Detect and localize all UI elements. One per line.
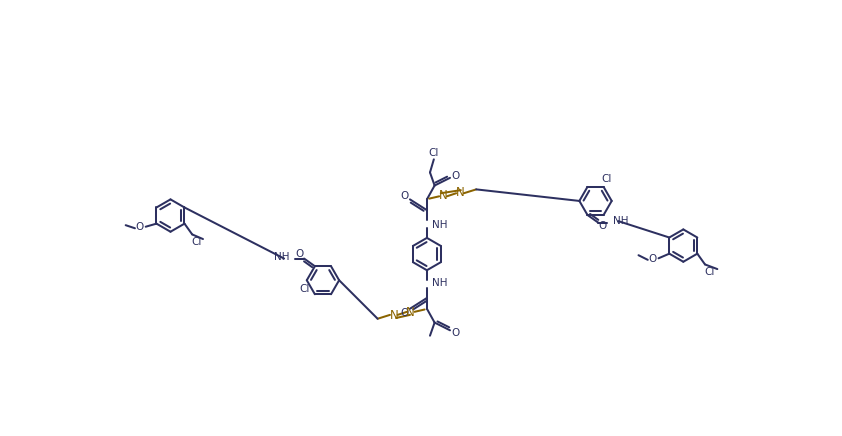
Text: O: O: [136, 222, 144, 232]
Text: N: N: [407, 306, 415, 319]
Text: Cl: Cl: [429, 148, 439, 158]
Text: O: O: [401, 307, 408, 317]
Text: Cl: Cl: [299, 284, 310, 294]
Text: O: O: [451, 327, 460, 337]
Text: O: O: [648, 254, 657, 264]
Text: Cl: Cl: [705, 267, 715, 277]
Text: Cl: Cl: [192, 237, 202, 247]
Text: O: O: [401, 191, 408, 201]
Text: O: O: [599, 221, 607, 232]
Text: N: N: [456, 186, 465, 199]
Text: NH: NH: [432, 220, 448, 230]
Text: Cl: Cl: [601, 174, 612, 184]
Text: O: O: [296, 249, 304, 259]
Text: NH: NH: [613, 216, 628, 226]
Text: N: N: [439, 189, 447, 202]
Text: N: N: [389, 309, 398, 322]
Text: NH: NH: [432, 278, 448, 288]
Text: NH: NH: [274, 252, 290, 262]
Text: O: O: [451, 170, 460, 181]
